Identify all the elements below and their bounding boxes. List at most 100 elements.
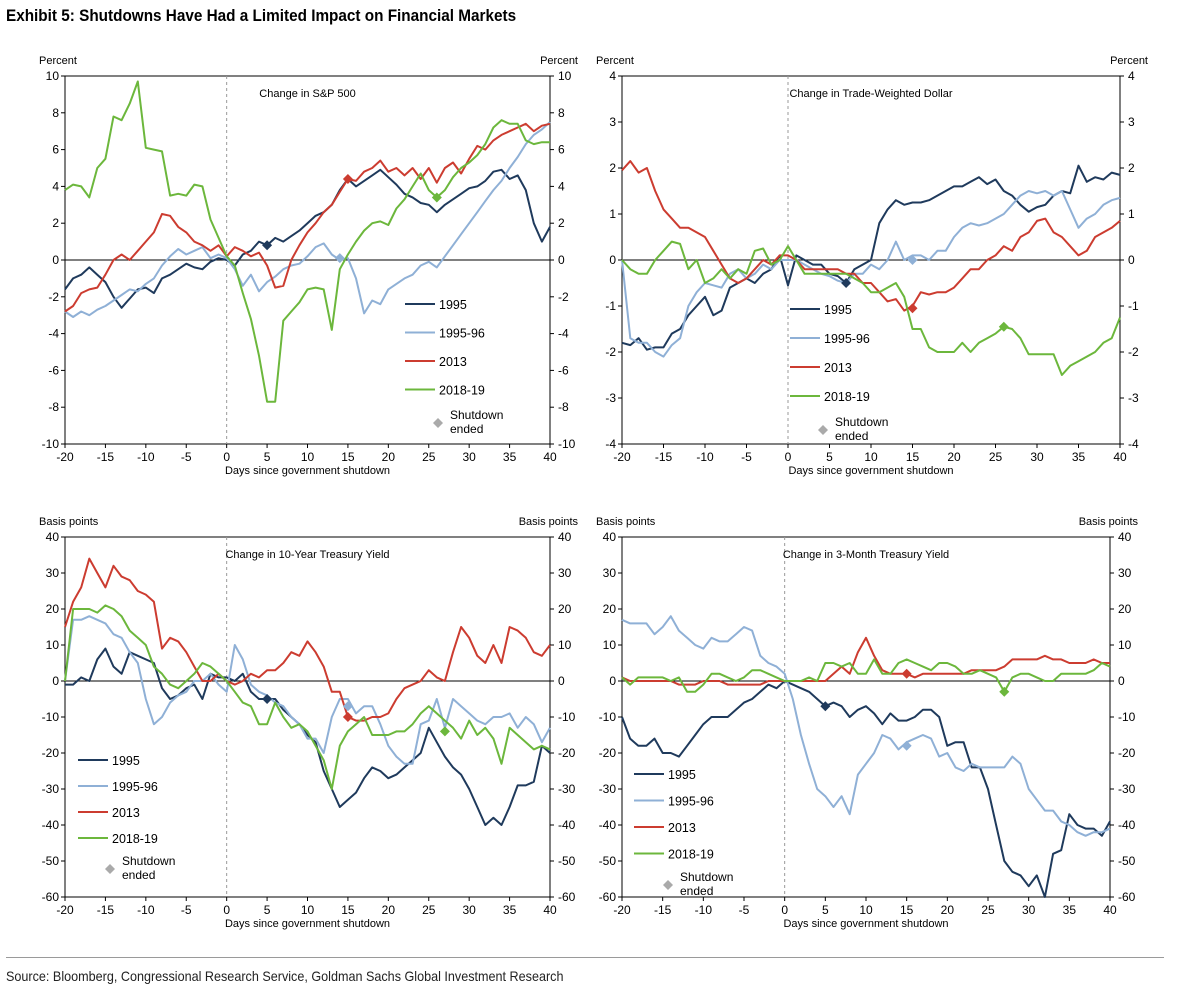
y-axis-label-left: Percent xyxy=(596,55,634,67)
series-line-2018-19 xyxy=(621,658,1111,693)
legend-marker-label: Shutdown ended xyxy=(680,870,733,898)
x-tick-label: -20 xyxy=(56,903,74,917)
y-tick-label-left: -20 xyxy=(42,746,60,760)
y-tick-label-right: 0 xyxy=(558,674,565,688)
y-tick-label-right: -10 xyxy=(558,710,576,724)
y-tick-label-left: -10 xyxy=(599,710,617,724)
series-line-2018-19 xyxy=(64,80,550,403)
x-tick-label: 15 xyxy=(906,450,920,464)
x-tick-label: 25 xyxy=(981,903,995,917)
y-tick-label-right: -30 xyxy=(558,782,576,796)
y-tick-label-right: -60 xyxy=(558,890,576,904)
x-tick-label: 10 xyxy=(301,450,315,464)
legend-marker-icon xyxy=(433,418,443,428)
x-tick-label: -20 xyxy=(613,903,631,917)
y-axis-label-right: Percent xyxy=(1110,55,1148,67)
y-tick-label-left: -20 xyxy=(599,746,617,760)
chart-title: Change in 3-Month Treasury Yield xyxy=(783,549,949,561)
x-tick-label: -10 xyxy=(696,450,714,464)
x-tick-label: -15 xyxy=(655,450,673,464)
y-tick-label-right: -20 xyxy=(558,746,576,760)
y-tick-label-left: 40 xyxy=(46,530,60,544)
y-tick-label-left: -60 xyxy=(42,890,60,904)
legend-marker-label: Shutdown ended xyxy=(122,854,175,882)
y-tick-label-right: 3 xyxy=(1128,115,1135,129)
shutdown-ended-marker-1995-96 xyxy=(342,701,353,712)
y-tick-label-left: -10 xyxy=(42,710,60,724)
x-tick-label: 35 xyxy=(1063,903,1077,917)
y-tick-label-left: -40 xyxy=(599,818,617,832)
x-tick-label: 0 xyxy=(781,903,788,917)
x-tick-label: -10 xyxy=(137,450,155,464)
legend-marker-icon xyxy=(818,425,828,435)
x-tick-label: 20 xyxy=(941,903,955,917)
x-tick-label: 15 xyxy=(341,903,355,917)
legend-label-2018-19: 2018-19 xyxy=(439,384,485,398)
y-tick-label-right: 30 xyxy=(1118,566,1132,580)
series-line-2018-19 xyxy=(621,240,1121,376)
y-tick-label-left: -2 xyxy=(605,345,616,359)
y-tick-label-left: -6 xyxy=(48,363,59,377)
shutdown-ended-marker-1995 xyxy=(262,240,273,251)
y-axis-label-right: Percent xyxy=(540,55,578,67)
legend-label-1995-96: 1995-96 xyxy=(668,795,714,809)
series-line-2018-19 xyxy=(64,604,551,790)
y-tick-label-right: -20 xyxy=(1118,746,1136,760)
x-tick-label: -20 xyxy=(56,450,74,464)
legend-label-2013: 2013 xyxy=(439,355,467,369)
legend-label-2018-19: 2018-19 xyxy=(668,848,714,862)
shutdown-ended-marker-2018-19 xyxy=(439,726,450,737)
x-axis-label: Days since government shutdown xyxy=(225,918,390,930)
y-tick-label-left: 4 xyxy=(609,69,616,83)
y-tick-label-left: -30 xyxy=(599,782,617,796)
shutdown-ended-marker-1995-96 xyxy=(907,255,918,265)
chart-3m-treasury: -60 -60-50 -50-40 -40-30 -30-20 -20-10 -100 010… xyxy=(596,516,1139,930)
x-tick-label: 5 xyxy=(264,903,271,917)
series-line-1995-96 xyxy=(621,190,1121,358)
x-tick-label: 5 xyxy=(264,450,271,464)
legend-label-1995: 1995 xyxy=(112,754,140,768)
x-tick-label: 35 xyxy=(503,903,517,917)
x-tick-label: 30 xyxy=(1030,450,1044,464)
x-axis-label: Days since government shutdown xyxy=(225,465,390,477)
series-line-1995-96 xyxy=(621,615,1111,837)
y-axis-label-right: Basis points xyxy=(1079,516,1139,528)
y-tick-label-left: 20 xyxy=(603,602,617,616)
x-tick-label: 5 xyxy=(822,903,829,917)
y-tick-label-left: -4 xyxy=(605,437,616,451)
chart-trade-weighted-dollar: -4 -4-3 -3-2 -2-1 -10 01 12 23 34 4-20 -15 -10 -5 0 5 1… xyxy=(596,55,1148,477)
x-tick-label: -5 xyxy=(741,450,752,464)
y-tick-label-right: 1 xyxy=(1128,207,1135,221)
y-tick-label-left: 0 xyxy=(52,253,59,267)
y-tick-label-right: -2 xyxy=(1128,345,1139,359)
y-tick-label-left: -2 xyxy=(48,290,59,304)
x-tick-label: -10 xyxy=(137,903,155,917)
y-tick-label-left: 8 xyxy=(52,106,59,120)
x-tick-label: -15 xyxy=(654,903,672,917)
y-tick-label-right: 30 xyxy=(558,566,572,580)
chart-title: Change in 10-Year Treasury Yield xyxy=(225,549,389,561)
shutdown-ended-marker-2013 xyxy=(342,174,353,185)
y-tick-label-left: -1 xyxy=(605,299,616,313)
y-axis-label-left: Percent xyxy=(39,55,77,67)
x-tick-label: 15 xyxy=(900,903,914,917)
y-tick-label-left: 0 xyxy=(52,674,59,688)
y-tick-label-left: 10 xyxy=(603,638,617,652)
legend-label-2013: 2013 xyxy=(112,806,140,820)
y-axis-label-left: Basis points xyxy=(39,516,99,528)
shutdown-ended-marker-2013 xyxy=(342,712,353,722)
series-line-1995 xyxy=(621,164,1121,351)
x-tick-label: 30 xyxy=(462,450,476,464)
x-tick-label: 20 xyxy=(382,903,396,917)
x-tick-label: -5 xyxy=(181,450,192,464)
x-tick-label: 35 xyxy=(503,450,517,464)
x-axis-label: Days since government shutdown xyxy=(788,465,953,477)
x-tick-label: -20 xyxy=(613,450,631,464)
y-tick-label-left: -50 xyxy=(42,854,60,868)
y-tick-label-left: 30 xyxy=(46,566,60,580)
x-tick-label: -5 xyxy=(739,903,750,917)
y-tick-label-right: 20 xyxy=(558,602,572,616)
x-tick-label: 10 xyxy=(301,903,315,917)
legend-label-2013: 2013 xyxy=(668,821,696,835)
y-tick-label-left: -40 xyxy=(42,818,60,832)
